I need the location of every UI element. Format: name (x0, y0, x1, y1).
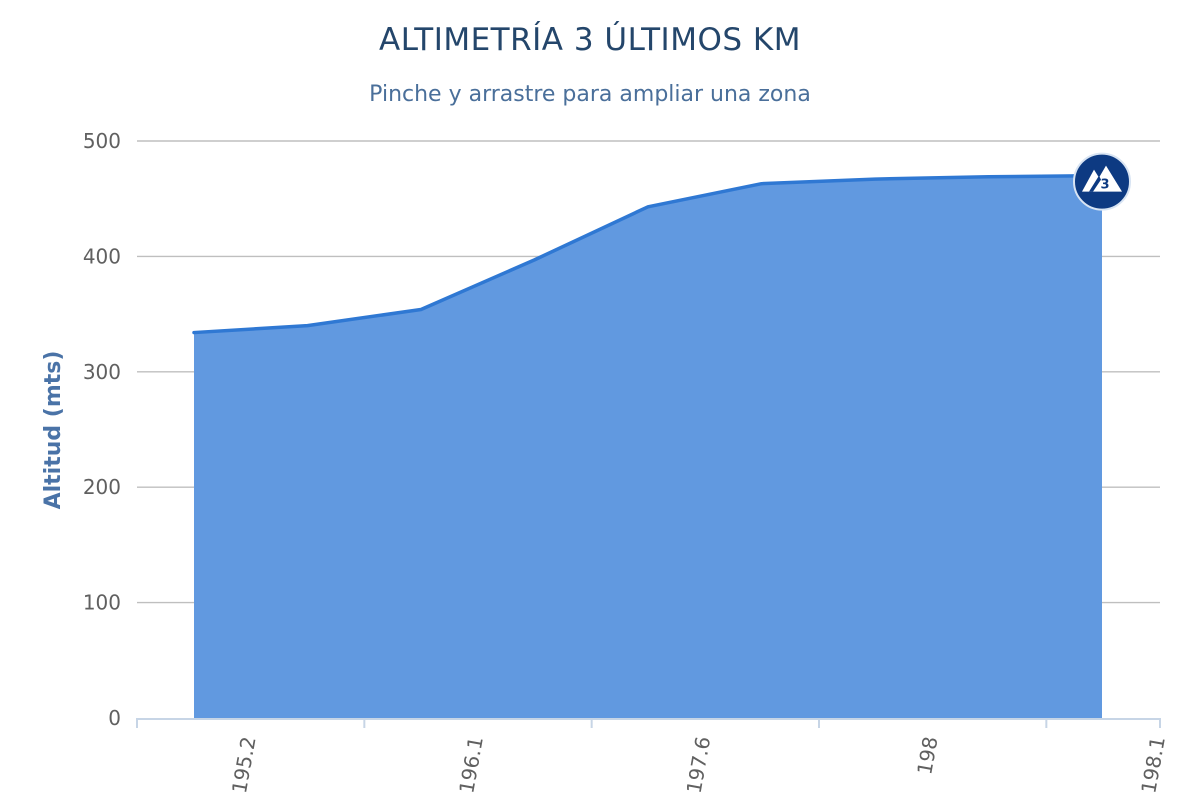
chart-title: ALTIMETRÍA 3 ÚLTIMOS KM (379, 21, 801, 58)
mountain-shape (1082, 165, 1122, 192)
mountain-category-3-icon[interactable]: 3 (1073, 152, 1131, 211)
chart-subtitle: Pinche y arrastre para ampliar una zona (369, 82, 811, 107)
series-area[interactable] (191, 173, 1105, 718)
y-tick-label: 300 (83, 360, 121, 384)
x-tick-label: 198.1 (1136, 735, 1170, 796)
y-tick-label: 500 (83, 129, 121, 153)
x-axis-labels: 195.2 196.1 197.6 198 198.1 (227, 735, 1170, 796)
y-tick-label: 400 (83, 244, 121, 268)
mountain-stripe (1089, 175, 1101, 192)
x-tick-label: 197.6 (682, 735, 716, 796)
category-marker[interactable]: 3 (1073, 152, 1131, 211)
y-tick-label: 100 (83, 591, 121, 615)
y-axis-labels: 0 100 200 300 400 500 (83, 129, 121, 730)
x-axis (136, 718, 1161, 728)
marker-label: 3 (1100, 178, 1109, 193)
y-tick-label: 0 (108, 706, 121, 730)
series-line[interactable] (192, 173, 1104, 335)
y-tick-label: 200 (83, 475, 121, 499)
y-axis-title: Altitud (mts) (41, 351, 66, 510)
x-tick-label: 195.2 (227, 735, 261, 796)
x-tick-label: 198 (912, 735, 942, 777)
x-tick-label: 196.1 (454, 735, 488, 796)
